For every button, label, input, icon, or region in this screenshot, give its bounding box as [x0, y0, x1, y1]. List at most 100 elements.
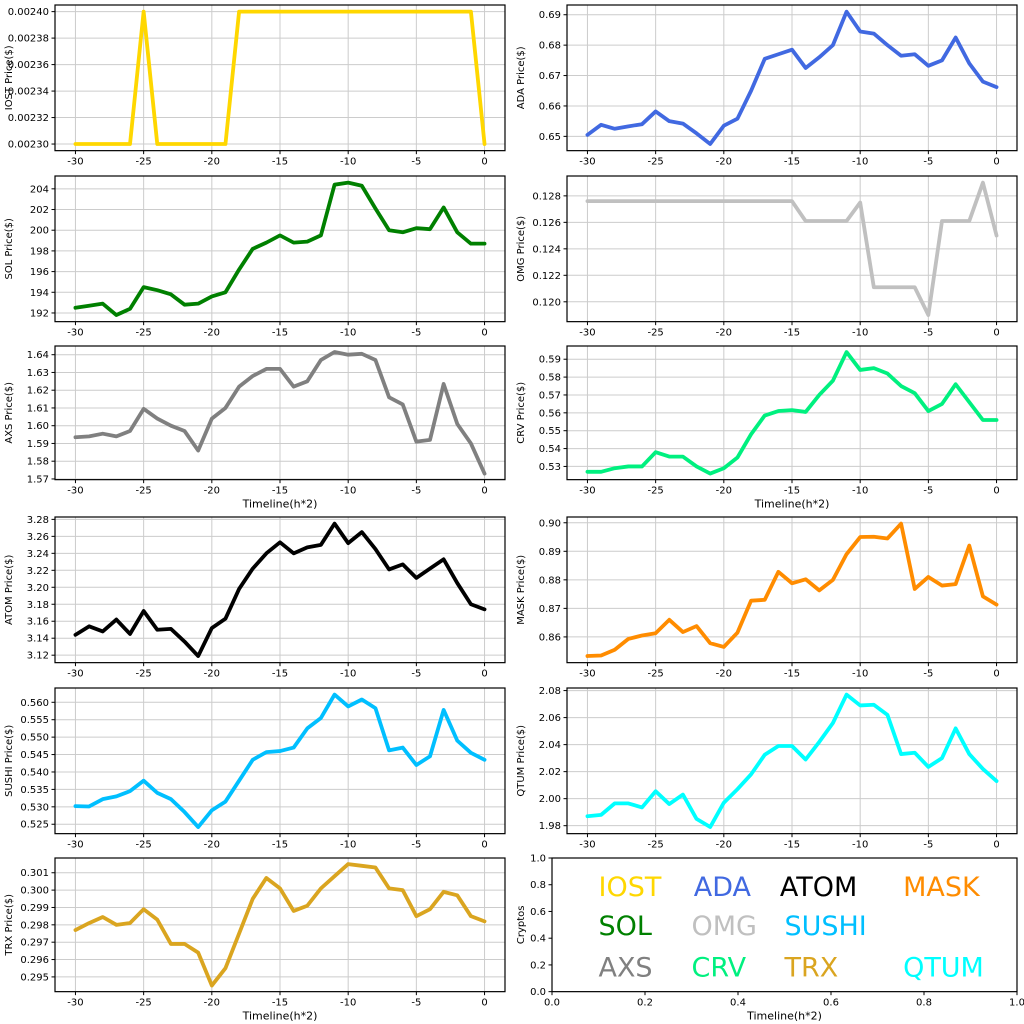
legend-item-crv: CRV — [692, 953, 747, 984]
x-tick-label: 0 — [481, 157, 487, 168]
x-tick-label: -20 — [204, 998, 220, 1009]
x-tick-label: -20 — [716, 486, 732, 497]
y-tick-label: 2.08 — [539, 686, 561, 697]
x-tick-label: -25 — [647, 327, 663, 338]
x-tick-label: -20 — [204, 327, 220, 338]
y-tick-label: 1.0 — [530, 854, 546, 865]
x-tick-label: -30 — [579, 327, 595, 338]
y-tick-label: 2.06 — [539, 713, 561, 724]
y-tick-label: 3.26 — [27, 532, 49, 543]
axes-frame — [551, 857, 1018, 993]
x-tick-label: -5 — [411, 998, 421, 1009]
x-tick-label: -30 — [67, 486, 83, 497]
y-axis-label: IOST Price($) — [4, 45, 15, 110]
x-axis-label: Timeline(h*2) — [242, 498, 318, 511]
x-tick-label: -25 — [135, 998, 151, 1009]
y-axis-label: MASK Price($) — [516, 555, 527, 625]
legend-item-trx: TRX — [783, 953, 838, 984]
y-tick-label: 196 — [30, 267, 49, 278]
x-tick-label: -20 — [716, 327, 732, 338]
y-tick-label: 0.535 — [20, 785, 49, 796]
price-line-crv — [585, 350, 999, 476]
y-tick-label: 2.02 — [539, 767, 561, 778]
x-tick-label: -10 — [852, 327, 868, 338]
x-tick-label: -15 — [784, 486, 800, 497]
x-tick-label: -15 — [784, 157, 800, 168]
x-tick-label: 0 — [993, 486, 999, 497]
x-tick-label: -10 — [340, 839, 356, 850]
x-tick-label: -25 — [647, 669, 663, 680]
y-tick-label: 0.89 — [539, 547, 561, 558]
price-line-qtum — [585, 692, 999, 829]
x-tick-label: -15 — [272, 669, 288, 680]
axes-frame — [566, 516, 1018, 664]
y-axis-label: QTUM Price($) — [516, 725, 527, 797]
y-tick-label: 0.122 — [532, 270, 561, 281]
y-tick-label: 1.57 — [27, 475, 49, 486]
y-tick-label: 0.00238 — [8, 34, 49, 45]
y-tick-label: 0.00232 — [8, 113, 49, 124]
x-tick-label: -25 — [135, 669, 151, 680]
x-tick-label: -10 — [340, 327, 356, 338]
y-tick-label: 0.8 — [530, 881, 546, 892]
legend-item-omg: OMG — [692, 911, 757, 942]
x-tick-label: -15 — [272, 327, 288, 338]
y-tick-label: 0.300 — [20, 886, 49, 897]
x-tick-label: -10 — [340, 157, 356, 168]
x-tick-label: -5 — [411, 157, 421, 168]
y-tick-label: 0.00234 — [8, 87, 49, 98]
x-tick-label: -25 — [135, 327, 151, 338]
legend-item-sol: SOL — [599, 911, 652, 942]
y-tick-label: 0.65 — [539, 132, 561, 143]
x-tick-label: 0 — [993, 669, 999, 680]
chart-mask: -30 -25 -20 -15 -10 -5 0 0.86 0.87 0.88 0.89 0.90 MA… — [512, 512, 1024, 683]
y-axis-label: ATOM Price($) — [4, 555, 15, 625]
x-tick-label: -5 — [411, 839, 421, 850]
y-tick-label: 0.0 — [530, 987, 546, 998]
y-tick-label: 3.20 — [27, 583, 49, 594]
chart-omg: -30 -25 -20 -15 -10 -5 0 0.120 0.122 0.124 0.126 0.… — [512, 171, 1024, 342]
x-tick-label: 0 — [481, 998, 487, 1009]
y-tick-label: 1.59 — [27, 439, 49, 450]
x-tick-label: 0.4 — [730, 998, 746, 1009]
x-tick-label: -30 — [579, 669, 595, 680]
x-tick-label: 0.6 — [823, 998, 839, 1009]
y-tick-label: 0.128 — [532, 191, 561, 202]
y-tick-label: 1.62 — [27, 386, 49, 397]
y-tick-label: 0.126 — [532, 218, 561, 229]
x-tick-label: 0 — [481, 669, 487, 680]
y-tick-label: 0.69 — [539, 10, 561, 21]
y-tick-label: 0.530 — [20, 802, 49, 813]
y-tick-label: 192 — [30, 308, 49, 319]
y-tick-label: 0.88 — [539, 575, 561, 586]
x-axis-label: Timeline(h*2) — [754, 498, 830, 511]
y-tick-label: 0.55 — [539, 427, 561, 438]
y-tick-label: 0.68 — [539, 41, 561, 52]
y-tick-label: 0.525 — [20, 819, 49, 830]
y-tick-label: 0.540 — [20, 767, 49, 778]
x-tick-label: -25 — [135, 486, 151, 497]
y-tick-label: 0.57 — [539, 391, 561, 402]
legend-panel: IOST ADA ATOM MASK SOL OMG SUSHI AXS CRV TRX QTUM 0… — [512, 853, 1024, 1024]
y-tick-label: 2.00 — [539, 794, 561, 805]
price-line-omg — [585, 180, 999, 317]
y-tick-label: 1.58 — [27, 457, 49, 468]
y-tick-label: 3.22 — [27, 566, 49, 577]
chart-ada: -30 -25 -20 -15 -10 -5 0 0.65 0.66 0.67 0.68 0.69 AD… — [512, 0, 1024, 171]
legend-item-ada: ADA — [694, 872, 752, 903]
x-tick-label: -20 — [716, 157, 732, 168]
price-line-iost — [73, 9, 487, 146]
x-tick-label: -10 — [340, 669, 356, 680]
price-line-sushi — [73, 692, 487, 829]
x-tick-label: 1.0 — [1009, 998, 1024, 1009]
x-tick-label: 0 — [481, 327, 487, 338]
x-tick-label: -5 — [923, 839, 933, 850]
legend-item-iost: IOST — [599, 872, 662, 903]
y-tick-label: 1.98 — [539, 821, 561, 832]
y-tick-label: 0.00236 — [8, 60, 49, 71]
x-tick-label: -30 — [67, 669, 83, 680]
x-tick-label: -15 — [272, 839, 288, 850]
y-tick-label: 0.301 — [20, 869, 49, 880]
x-tick-label: -25 — [135, 839, 151, 850]
x-tick-label: 0 — [993, 327, 999, 338]
